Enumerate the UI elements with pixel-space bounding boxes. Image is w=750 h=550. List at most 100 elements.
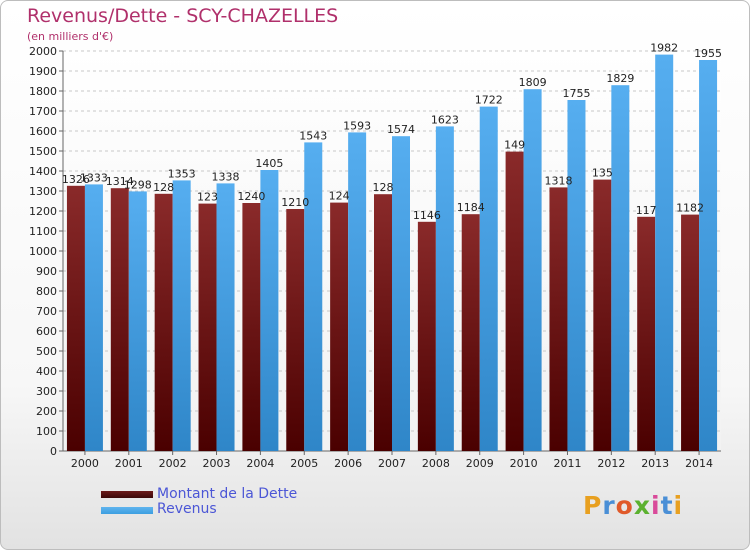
bar-revenus (479, 106, 498, 451)
bar-dette (681, 214, 700, 451)
legend-label-dette: Montant de la Dette (157, 486, 298, 502)
bar-revenus (611, 85, 630, 451)
x-tick-label: 2002 (159, 457, 187, 470)
data-label-revenus: 1722 (475, 94, 503, 107)
y-tick-label: 900 (36, 265, 57, 278)
y-tick-label: 300 (36, 385, 57, 398)
legend-swatch-dette (101, 491, 153, 498)
data-label-dette: 135 (592, 167, 613, 180)
x-tick-label: 2014 (685, 457, 713, 470)
bar-dette (66, 185, 85, 452)
x-tick-label: 2009 (466, 457, 494, 470)
y-tick-label: 1600 (29, 125, 57, 138)
y-tick-label: 500 (36, 345, 57, 358)
x-tick-label: 2006 (334, 457, 362, 470)
data-label-dette: 149 (504, 139, 525, 152)
data-label-revenus: 1338 (212, 170, 240, 183)
data-label-dette: 128 (373, 181, 394, 194)
data-label-revenus: 1755 (562, 87, 590, 100)
chart-subtitle: (en milliers d'€) (27, 30, 114, 43)
x-tick-label: 2004 (246, 457, 274, 470)
bar-revenus (523, 89, 542, 451)
bar-revenus (392, 136, 410, 451)
bar-revenus (304, 142, 323, 451)
data-label-dette: 1318 (544, 174, 572, 187)
x-tick-label: 2011 (553, 457, 581, 470)
y-tick-label: 0 (50, 445, 57, 458)
bar-dette (374, 194, 392, 451)
data-label-dette: 1326 (62, 173, 90, 186)
bar-dette (286, 209, 305, 451)
data-label-dette: 1182 (676, 202, 704, 215)
data-label-revenus: 1593 (343, 119, 371, 132)
data-label-revenus: 1333 (80, 171, 108, 184)
legend-label-revenus: Revenus (157, 501, 217, 517)
bar-revenus (699, 60, 718, 451)
bar-dette (637, 216, 656, 451)
y-tick-label: 600 (36, 325, 57, 338)
y-tick-label: 1800 (29, 85, 57, 98)
data-label-dette: 1240 (237, 190, 265, 203)
y-tick-label: 1000 (29, 245, 57, 258)
x-tick-label: 2013 (641, 457, 669, 470)
y-tick-label: 1400 (29, 165, 57, 178)
bar-revenus (260, 170, 279, 451)
bar-dette (461, 214, 480, 451)
bar-dette (330, 202, 349, 451)
bar-revenus (435, 126, 454, 452)
y-tick-label: 1200 (29, 205, 57, 218)
bar-revenus (348, 132, 367, 451)
y-tick-label: 1900 (29, 65, 57, 78)
x-tick-label: 2010 (510, 457, 538, 470)
y-tick-label: 700 (36, 305, 57, 318)
bar-revenus (216, 183, 235, 451)
data-label-dette: 1184 (457, 201, 485, 214)
chart-title: Revenus/Dette - SCY-CHAZELLES (27, 5, 339, 27)
legend-swatch-revenus (101, 507, 153, 514)
bar-revenus (84, 184, 103, 451)
x-tick-label: 2012 (597, 457, 625, 470)
bar-dette (417, 221, 436, 451)
proxiti-logo: Proxiti (583, 491, 684, 520)
x-tick-label: 2007 (378, 457, 406, 470)
data-label-revenus: 1405 (255, 157, 283, 170)
data-label-revenus: 1353 (168, 167, 196, 180)
bar-dette (198, 203, 217, 451)
bar-revenus (128, 191, 147, 451)
bar-dette (549, 187, 568, 451)
data-label-dette: 1314 (106, 175, 134, 188)
x-tick-label: 2005 (290, 457, 318, 470)
y-tick-label: 200 (36, 405, 57, 418)
data-label-dette: 123 (197, 191, 218, 204)
data-label-revenus: 1623 (431, 113, 459, 126)
x-tick-label: 2000 (71, 457, 99, 470)
x-tick-label: 2001 (115, 457, 143, 470)
bar-revenus (655, 54, 674, 451)
data-label-revenus: 1955 (694, 47, 722, 60)
data-label-revenus: 1982 (650, 42, 678, 55)
y-tick-label: 400 (36, 365, 57, 378)
y-tick-label: 1700 (29, 105, 57, 118)
bar-dette (154, 193, 173, 452)
data-label-revenus: 1829 (606, 72, 634, 85)
data-label-dette: 1210 (281, 196, 309, 209)
bar-dette (505, 151, 524, 451)
bar-revenus (172, 180, 191, 451)
x-tick-label: 2008 (422, 457, 450, 470)
y-tick-label: 1100 (29, 225, 57, 238)
data-label-dette: 117 (636, 204, 657, 217)
data-label-revenus: 1543 (299, 129, 327, 142)
bar-dette (242, 203, 261, 451)
data-label-revenus: 1298 (124, 178, 152, 191)
y-tick-label: 1300 (29, 185, 57, 198)
x-tick-label: 2003 (203, 457, 231, 470)
bar-dette (593, 179, 612, 451)
y-tick-label: 1500 (29, 145, 57, 158)
data-label-revenus: 1809 (519, 76, 547, 89)
y-tick-label: 2000 (29, 45, 57, 58)
y-tick-label: 100 (36, 425, 57, 438)
data-label-dette: 128 (153, 181, 174, 194)
bar-revenus (567, 100, 586, 451)
